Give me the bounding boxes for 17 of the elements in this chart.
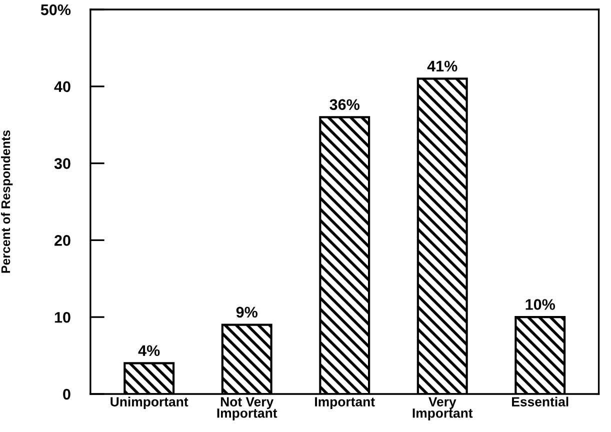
y-tick-label: 40: [54, 81, 70, 92]
data-label: 4%: [138, 345, 160, 356]
y-tick-label: 0: [63, 388, 70, 400]
data-label: 10%: [526, 299, 556, 310]
y-tick-label: 30: [54, 158, 70, 170]
y-tick-label: 10: [54, 312, 70, 323]
y-axis-title: Percent of Respondents: [0, 130, 13, 273]
data-label: 36%: [330, 99, 360, 110]
x-tick-label: Not Very Important: [217, 397, 278, 420]
x-tick-label: Essential: [512, 396, 568, 406]
data-label: 9%: [236, 306, 258, 318]
x-tick-label: Unimportant: [110, 396, 188, 410]
x-tick-label: Important: [315, 397, 375, 410]
data-label: 41%: [427, 60, 458, 72]
y-tick-label: 20: [54, 235, 70, 246]
x-tick-label: Very Important: [412, 397, 473, 420]
y-tick-label: 50%: [40, 4, 71, 16]
